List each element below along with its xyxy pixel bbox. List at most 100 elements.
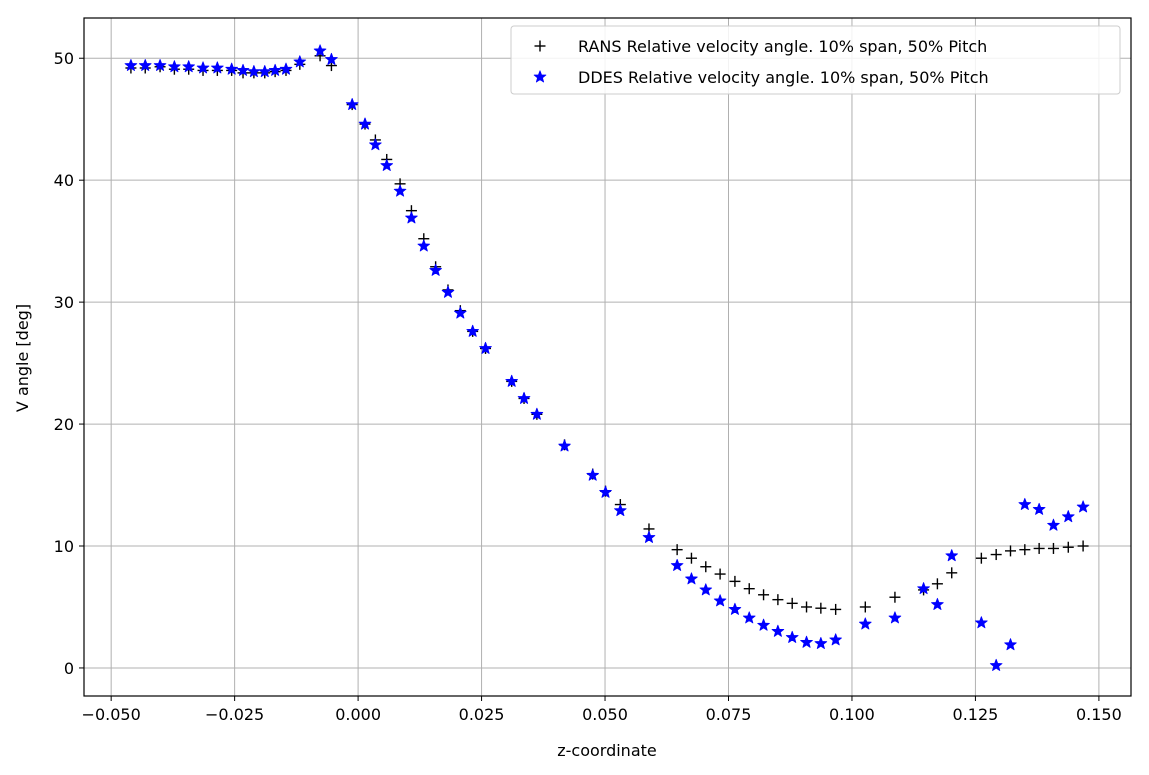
ddes-point <box>517 391 531 404</box>
ddes-point <box>945 549 959 562</box>
ddes-point <box>670 558 684 571</box>
ddes-point <box>211 61 224 74</box>
ddes-point <box>1018 497 1032 510</box>
ddes-point <box>888 611 902 624</box>
rans-point <box>714 568 726 580</box>
rans-point <box>975 552 987 564</box>
ddes-point <box>138 58 152 71</box>
rans-point <box>830 603 842 615</box>
rans-point <box>990 549 1002 561</box>
rans-point <box>685 552 697 564</box>
y-tick-label: 40 <box>54 171 74 190</box>
legend-label-ddes: DDES Relative velocity angle. 10% span, … <box>578 68 989 87</box>
rans-point <box>729 575 741 587</box>
ddes-point <box>417 239 431 252</box>
legend-star-icon <box>533 70 547 83</box>
ddes-point <box>313 44 327 57</box>
ddes-point <box>405 211 418 224</box>
legend-plus-icon <box>534 40 546 52</box>
ddes-point <box>614 504 627 517</box>
y-tick-label: 20 <box>54 415 74 434</box>
rans-point <box>1062 541 1074 553</box>
ddes-point <box>1032 502 1046 515</box>
ddes-point <box>742 611 756 624</box>
rans-point <box>671 544 683 556</box>
ddes-point <box>785 630 799 643</box>
x-tick-label: 0.100 <box>829 705 875 724</box>
rans-point <box>946 567 958 579</box>
x-tick-label: −0.050 <box>82 705 141 724</box>
rans-point <box>1019 544 1031 556</box>
plot-frame <box>83 17 1132 697</box>
ddes-point <box>380 158 394 171</box>
rans-point <box>1004 545 1016 557</box>
ddes-point <box>358 117 372 130</box>
x-tick-label: 0.025 <box>459 705 505 724</box>
ddes-point <box>258 65 272 78</box>
ddes-point <box>757 618 770 631</box>
ddes-point <box>182 60 196 73</box>
x-tick-label: −0.025 <box>205 705 264 724</box>
ddes-point <box>293 55 307 68</box>
ddes-point <box>599 485 612 498</box>
ddes-point <box>728 602 742 615</box>
ddes-point <box>989 658 1003 671</box>
ddes-point <box>975 616 988 629</box>
ddes-point <box>771 624 785 637</box>
ddes-point <box>393 184 407 197</box>
ddes-point <box>699 583 713 596</box>
ddes-point <box>479 341 492 354</box>
ddes-point <box>558 439 571 452</box>
ddes-point <box>466 324 479 337</box>
ddes-point <box>268 63 282 76</box>
rans-point <box>889 591 901 603</box>
ddes-point <box>124 58 138 71</box>
y-tick-label: 10 <box>54 537 74 556</box>
ddes-point <box>441 285 455 298</box>
ddes-point <box>279 62 293 75</box>
x-tick-label: 0.075 <box>706 705 752 724</box>
ddes-point <box>859 617 872 630</box>
ddes-point <box>247 65 261 78</box>
y-tick-label: 50 <box>54 49 74 68</box>
ddes-point <box>642 530 656 543</box>
ddes-point <box>530 407 544 420</box>
x-tick-label: 0.125 <box>953 705 999 724</box>
ddes-point <box>369 138 382 151</box>
rans-point <box>815 602 827 614</box>
ddes-point <box>225 62 238 75</box>
legend-marker-rans <box>534 40 546 52</box>
legend-box <box>510 25 1121 95</box>
ddes-point <box>153 58 167 71</box>
rans-point <box>786 597 798 609</box>
ddes-point <box>236 63 250 76</box>
ddes-point <box>829 633 842 646</box>
ddes-point <box>931 597 944 610</box>
rans-point <box>859 601 871 613</box>
ddes-point <box>1004 638 1017 651</box>
legend: RANS Relative velocity angle. 10% span, … <box>510 25 1121 95</box>
grid <box>84 18 1131 696</box>
ddes-point <box>1047 518 1060 531</box>
rans-point <box>801 601 813 613</box>
series-ddes <box>124 44 1090 671</box>
y-axis-label: V angle [deg] <box>13 304 32 412</box>
ddes-point <box>345 97 359 110</box>
rans-point <box>1033 542 1045 554</box>
ddes-point <box>1076 500 1090 513</box>
ddes-point <box>505 374 518 387</box>
x-axis: −0.050 −0.025 0.000 0.025 0.050 0.075 0.100 0.1… <box>82 696 1122 724</box>
ddes-point <box>1061 510 1075 523</box>
ddes-point <box>429 263 442 276</box>
ddes-point <box>917 582 930 595</box>
ddes-point <box>685 572 698 585</box>
rans-point <box>758 589 770 601</box>
x-tick-label: 0.150 <box>1076 705 1122 724</box>
rans-point <box>1077 540 1089 552</box>
x-tick-label: 0.050 <box>582 705 628 724</box>
ddes-point <box>454 306 467 319</box>
rans-point <box>772 594 784 606</box>
y-tick-label: 30 <box>54 293 74 312</box>
